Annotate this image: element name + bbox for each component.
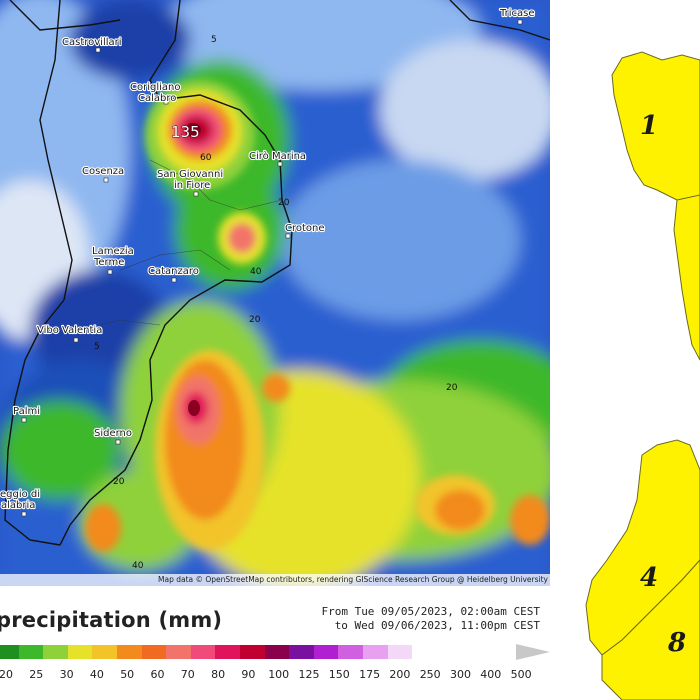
city-label-sangiovanni: San Giovanni in Fiore <box>157 169 226 191</box>
color-scale-tick: 50 <box>120 668 135 681</box>
color-swatch <box>166 645 191 659</box>
contour-label: 20 <box>249 315 261 325</box>
color-swatch <box>92 645 117 659</box>
color-scale-tick: 150 <box>328 668 350 681</box>
alert-zones <box>585 51 700 700</box>
zone-label-4: 4 <box>640 563 658 593</box>
map-attribution: Map data © OpenStreetMap contributors, r… <box>0 574 550 586</box>
city-label-corigliano: Corigliano Calabro <box>130 82 184 104</box>
contour-label: 40 <box>250 267 262 277</box>
color-scale-tick: 70 <box>180 668 195 681</box>
color-scale-tick: 175 <box>359 668 381 681</box>
color-scale-bar <box>0 645 413 659</box>
color-swatch <box>141 645 167 659</box>
color-scale-tick: 400 <box>480 668 502 681</box>
time-period: From Tue 09/05/2023, 02:00am CEST to Wed… <box>321 605 540 633</box>
color-scale-tick: 30 <box>59 668 74 681</box>
marker-reggio <box>21 511 27 517</box>
color-swatch <box>362 645 388 659</box>
city-label-palmi: Palmi <box>13 406 40 417</box>
zone-1 <box>611 51 700 206</box>
color-scale-tick: 500 <box>510 668 532 681</box>
color-swatch <box>18 645 44 659</box>
marker-crotone <box>285 233 291 239</box>
color-swatch <box>0 645 19 659</box>
color-swatch <box>190 645 216 659</box>
contour-label: 5 <box>94 342 100 352</box>
city-label-vibo: Vibo Valentia <box>37 325 102 336</box>
zone-8 <box>601 559 700 700</box>
city-label-reggio: eggio di alabria <box>0 489 43 511</box>
city-label-catanzaro: Catanzaro <box>148 266 199 277</box>
peak-core-north <box>185 123 201 137</box>
color-swatch <box>67 645 93 659</box>
color-scale-tick: 200 <box>389 668 411 681</box>
marker-siderno <box>115 439 121 445</box>
color-scale-tick: 60 <box>150 668 165 681</box>
period-end: to Wed 09/06/2023, 11:00pm CEST <box>334 619 540 632</box>
contour-label: 20 <box>278 198 290 208</box>
province-borders <box>79 159 283 331</box>
precipitation-map: Castrovillari Corigliano Calabro Cosenza… <box>0 0 550 586</box>
color-swatch <box>289 645 314 659</box>
city-label-lamezia: Lamezia Terme <box>92 246 137 268</box>
zone-label-8: 8 <box>667 628 686 658</box>
city-markers <box>21 19 523 517</box>
color-swatch <box>387 645 413 659</box>
zone-2 <box>673 194 700 361</box>
peak-precipitation-label: 135 <box>171 123 200 141</box>
contour-label: 20 <box>446 383 458 393</box>
color-swatch <box>313 645 339 659</box>
city-label-castrovillari: Castrovillari <box>62 37 122 48</box>
precipitation-map-canvas: Castrovillari Corigliano Calabro Cosenza… <box>0 0 550 586</box>
color-scale-tick: 250 <box>419 668 441 681</box>
city-label-tricase: Tricase <box>499 8 535 19</box>
contour-label: 20 <box>113 477 125 487</box>
contour-label: 40 <box>132 561 144 571</box>
city-label-crotone: Crotone <box>285 223 325 234</box>
city-label-cosenza: Cosenza <box>82 166 124 177</box>
marker-castrovillari <box>95 47 101 53</box>
marker-corigliano <box>163 99 169 105</box>
contour-label: 60 <box>200 153 212 163</box>
color-scale-arrow <box>516 644 550 660</box>
color-swatch <box>338 645 363 659</box>
color-scale-tick: 25 <box>29 668 44 681</box>
marker-lamezia <box>107 269 113 275</box>
color-swatch <box>43 645 68 659</box>
color-swatch <box>264 645 290 659</box>
color-scale-tick: 300 <box>450 668 471 681</box>
color-swatch <box>116 645 142 659</box>
color-scale-tick: 20 <box>0 668 13 681</box>
marker-vibo <box>73 337 79 343</box>
alert-zones-map: 1 4 8 <box>582 0 700 700</box>
marker-ciro <box>277 161 283 167</box>
color-swatch <box>239 645 265 659</box>
alert-zones-canvas: 1 4 8 <box>585 51 700 700</box>
period-start: From Tue 09/05/2023, 02:00am CEST <box>321 605 540 618</box>
coastline <box>4 0 550 546</box>
color-scale-tick: 90 <box>241 668 256 681</box>
color-scale-tick: 100 <box>268 668 290 681</box>
marker-palmi <box>21 417 27 423</box>
marker-tricase <box>517 19 523 25</box>
color-scale-ticks: 20 25 30 40 50 60 70 80 90 100 125 150 175 200 250 300 4… <box>0 668 550 684</box>
color-scale-tick: 40 <box>89 668 104 681</box>
legend-title: precipitation (mm) <box>0 608 223 632</box>
marker-sangiovanni <box>193 191 199 197</box>
marker-cosenza <box>103 177 109 183</box>
color-scale-tick: 125 <box>298 668 320 681</box>
city-label-ciro: Cirò Marina <box>249 150 306 162</box>
color-swatch <box>215 645 240 659</box>
city-label-siderno: Siderno <box>94 428 132 439</box>
contour-label: 5 <box>211 35 217 45</box>
zone-label-1: 1 <box>640 111 658 141</box>
color-scale-tick: 80 <box>211 668 226 681</box>
peak-core-south <box>188 400 200 416</box>
marker-catanzaro <box>171 277 177 283</box>
